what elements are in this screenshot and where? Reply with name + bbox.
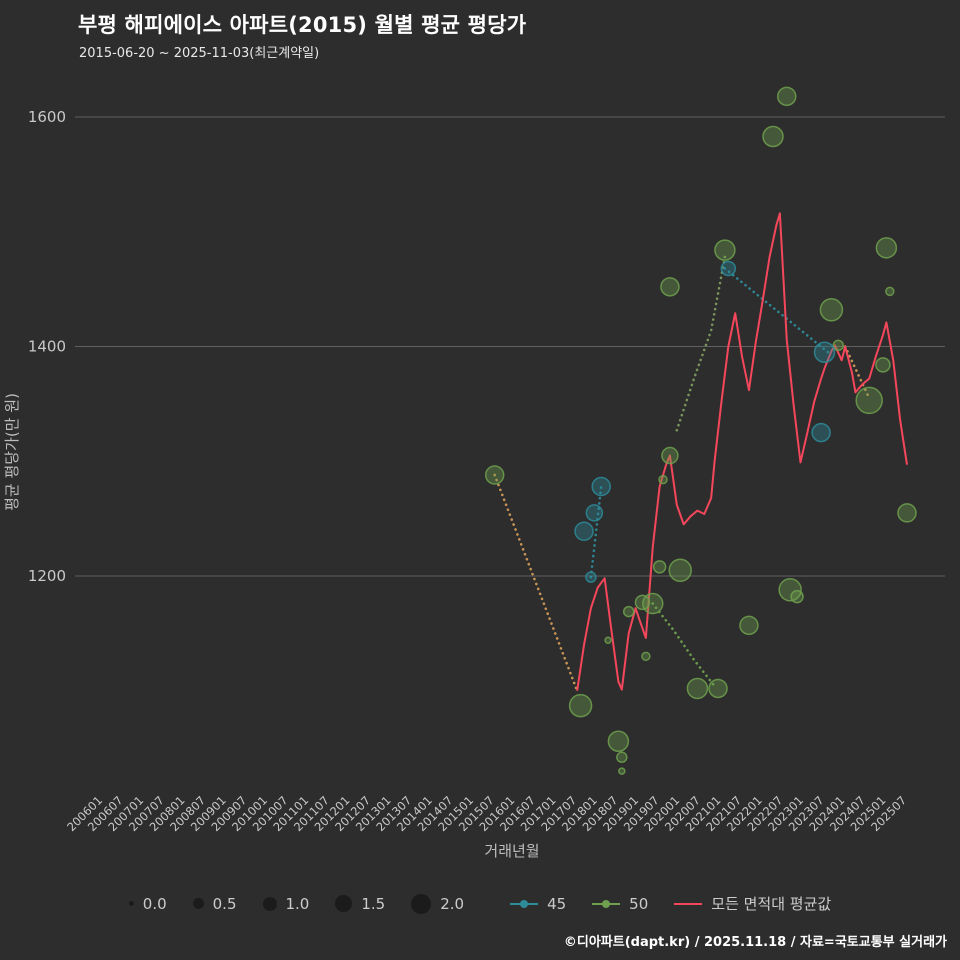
size-legend-dot xyxy=(192,898,204,909)
bubble-50 xyxy=(641,651,651,662)
series-legend-label: 모든 면적대 평균값 xyxy=(711,895,832,913)
series-legend-group: 45 50 모든 면적대 평균값 xyxy=(510,893,831,914)
bubble-50 xyxy=(778,578,802,602)
bubble-50 xyxy=(875,237,898,259)
bubble-50 xyxy=(739,615,759,636)
bubble-50 xyxy=(668,558,692,583)
bubble-50 xyxy=(660,277,680,297)
size-legend-label: 0.5 xyxy=(212,894,237,913)
trend-dotted-line xyxy=(651,602,716,688)
trend-dotted-line xyxy=(723,267,830,354)
bubble-45 xyxy=(585,571,597,583)
avg-price-line xyxy=(576,212,908,691)
bubble-50 xyxy=(708,678,728,699)
bubble-45 xyxy=(720,260,737,277)
bubble-50 xyxy=(819,298,844,322)
bubble-50 xyxy=(604,636,612,645)
size-legend-item: 1.5 xyxy=(335,895,385,913)
size-legend-label: 2.0 xyxy=(440,894,465,913)
bubble-50 xyxy=(484,465,505,485)
size-legend-item: 0.5 xyxy=(192,894,237,913)
bubble-50 xyxy=(855,386,883,415)
y-axis-title: 평균 평당가(만 원) xyxy=(3,393,21,511)
bubble-50 xyxy=(875,357,891,373)
size-legend-item: 2.0 xyxy=(411,893,465,914)
bubble-50 xyxy=(641,592,664,615)
bubble-50 xyxy=(686,677,709,700)
bubble-50 xyxy=(618,767,626,775)
y-tick-label: 1400 xyxy=(28,338,66,356)
bubble-50 xyxy=(776,86,797,107)
size-legend-label: 0.0 xyxy=(142,894,167,913)
bubble-50 xyxy=(661,446,679,465)
bubble-50 xyxy=(652,560,667,574)
bubble-45 xyxy=(585,504,604,522)
series-legend-marker xyxy=(674,898,703,910)
bubble-45 xyxy=(591,476,611,497)
series-legend-item: 50 xyxy=(592,895,648,913)
size-legend-label: 1.0 xyxy=(285,894,310,913)
y-tick-label: 1600 xyxy=(28,108,66,126)
bubble-50 xyxy=(607,730,630,752)
size-legend-label: 1.5 xyxy=(361,894,386,913)
source-credit: ©디아파트(dapt.kr) / 2025.11.18 / 자료=국토교통부 실… xyxy=(563,935,947,950)
bubble-50 xyxy=(897,503,917,523)
bubble-50 xyxy=(832,339,845,352)
trend-dotted-line xyxy=(589,485,603,579)
bubble-45 xyxy=(813,341,836,363)
bubble-50 xyxy=(622,605,635,618)
size-legend-dot xyxy=(411,893,432,914)
bubble-50 xyxy=(658,474,668,485)
series-legend-marker xyxy=(592,898,621,910)
trend-dotted-line xyxy=(493,473,579,693)
bubble-50 xyxy=(568,693,593,718)
chart-title: 부평 해피에이스 아파트(2015) 월별 평균 평당가 xyxy=(78,13,527,37)
series-legend-label: 45 xyxy=(547,894,567,913)
size-legend-item: 1.0 xyxy=(262,894,310,913)
trend-dotted-line xyxy=(675,255,727,432)
bubble-50 xyxy=(790,589,804,604)
size-legend-dot xyxy=(335,895,353,912)
chart-legend: 0.0 0.5 1.0 1.5 2.0 45 50 모든 면적대 평균값 xyxy=(0,893,960,914)
bubble-50 xyxy=(885,286,895,297)
y-tick-label: 1200 xyxy=(28,567,66,585)
bubble-45 xyxy=(574,521,594,541)
bubble-50 xyxy=(762,125,784,148)
bubble-50 xyxy=(714,239,736,261)
series-legend-item: 모든 면적대 평균값 xyxy=(674,893,831,914)
bubble-50 xyxy=(616,751,628,764)
bubble-45 xyxy=(811,422,831,443)
size-legend-group: 0.0 0.5 1.0 1.5 2.0 xyxy=(128,893,465,914)
size-legend-item: 0.0 xyxy=(128,894,167,913)
series-legend-marker xyxy=(510,898,539,910)
size-legend-dot xyxy=(262,896,277,911)
size-legend-dot xyxy=(128,901,134,906)
chart-subtitle: 2015-06-20 ~ 2025-11-03(최근계약일) xyxy=(79,46,320,61)
series-legend-item: 45 xyxy=(510,895,566,913)
trend-dotted-line xyxy=(843,345,871,400)
x-axis-title: 거래년월 xyxy=(484,842,539,860)
series-legend-label: 50 xyxy=(629,894,649,913)
